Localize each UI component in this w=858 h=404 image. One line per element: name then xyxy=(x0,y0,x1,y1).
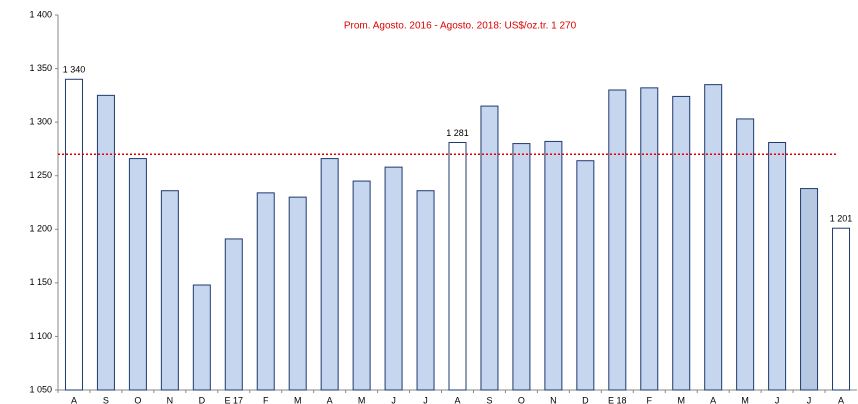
x-tick-label: M xyxy=(741,395,749,404)
y-tick-label: 1 350 xyxy=(29,63,52,73)
bar xyxy=(416,190,435,391)
y-tick-label: 1 400 xyxy=(29,9,52,19)
x-tick-label: D xyxy=(582,395,589,404)
x-tick-label: A xyxy=(838,395,844,404)
bar xyxy=(384,166,403,391)
bar xyxy=(800,188,819,391)
bar xyxy=(64,78,83,391)
bar xyxy=(608,89,627,391)
x-tick-label: O xyxy=(134,395,141,404)
x-tick-label: F xyxy=(647,395,653,404)
bar xyxy=(288,196,307,391)
bar xyxy=(320,158,339,391)
value-label: 1 201 xyxy=(830,214,853,224)
bar xyxy=(672,95,691,391)
bar xyxy=(640,87,659,391)
x-tick-label: M xyxy=(358,395,366,404)
x-tick-label: M xyxy=(294,395,302,404)
x-tick-label: J xyxy=(775,395,780,404)
bar xyxy=(160,190,179,391)
x-tick-label: M xyxy=(677,395,685,404)
y-tick-label: 1 050 xyxy=(29,384,52,394)
bar xyxy=(832,227,851,391)
x-tick-label: O xyxy=(518,395,525,404)
x-tick-label: S xyxy=(103,395,109,404)
x-tick-label: J xyxy=(391,395,396,404)
bar xyxy=(704,84,723,391)
bar xyxy=(512,143,531,391)
x-tick-label: A xyxy=(71,395,77,404)
x-tick-label: A xyxy=(454,395,460,404)
y-tick-label: 1 200 xyxy=(29,224,52,234)
x-tick-label: N xyxy=(550,395,557,404)
bar xyxy=(224,238,243,391)
x-tick-label: A xyxy=(327,395,333,404)
value-label: 1 281 xyxy=(446,128,469,138)
bar xyxy=(768,142,787,391)
bar xyxy=(480,105,499,391)
x-tick-label: S xyxy=(486,395,492,404)
bar xyxy=(544,140,563,391)
bar xyxy=(352,180,371,391)
x-tick-label: A xyxy=(710,395,716,404)
bar xyxy=(128,158,147,391)
bar xyxy=(96,94,115,391)
x-tick-label: E 18 xyxy=(608,395,627,404)
x-tick-label: J xyxy=(423,395,428,404)
bar xyxy=(736,118,755,391)
x-tick-label: D xyxy=(199,395,206,404)
x-tick-label: N xyxy=(167,395,174,404)
bar xyxy=(256,192,275,391)
x-tick-label: F xyxy=(263,395,269,404)
x-tick-label: J xyxy=(807,395,812,404)
bar xyxy=(192,284,211,391)
bar xyxy=(576,160,595,391)
y-tick-label: 1 250 xyxy=(29,170,52,180)
y-tick-label: 1 100 xyxy=(29,331,52,341)
x-tick-label: E 17 xyxy=(225,395,244,404)
value-label: 1 340 xyxy=(63,65,86,75)
bar xyxy=(448,142,467,391)
y-tick-label: 1 300 xyxy=(29,117,52,127)
chart-title: Prom. Agosto. 2016 - Agosto. 2018: US$/o… xyxy=(344,21,577,32)
y-tick-label: 1 150 xyxy=(29,277,52,287)
